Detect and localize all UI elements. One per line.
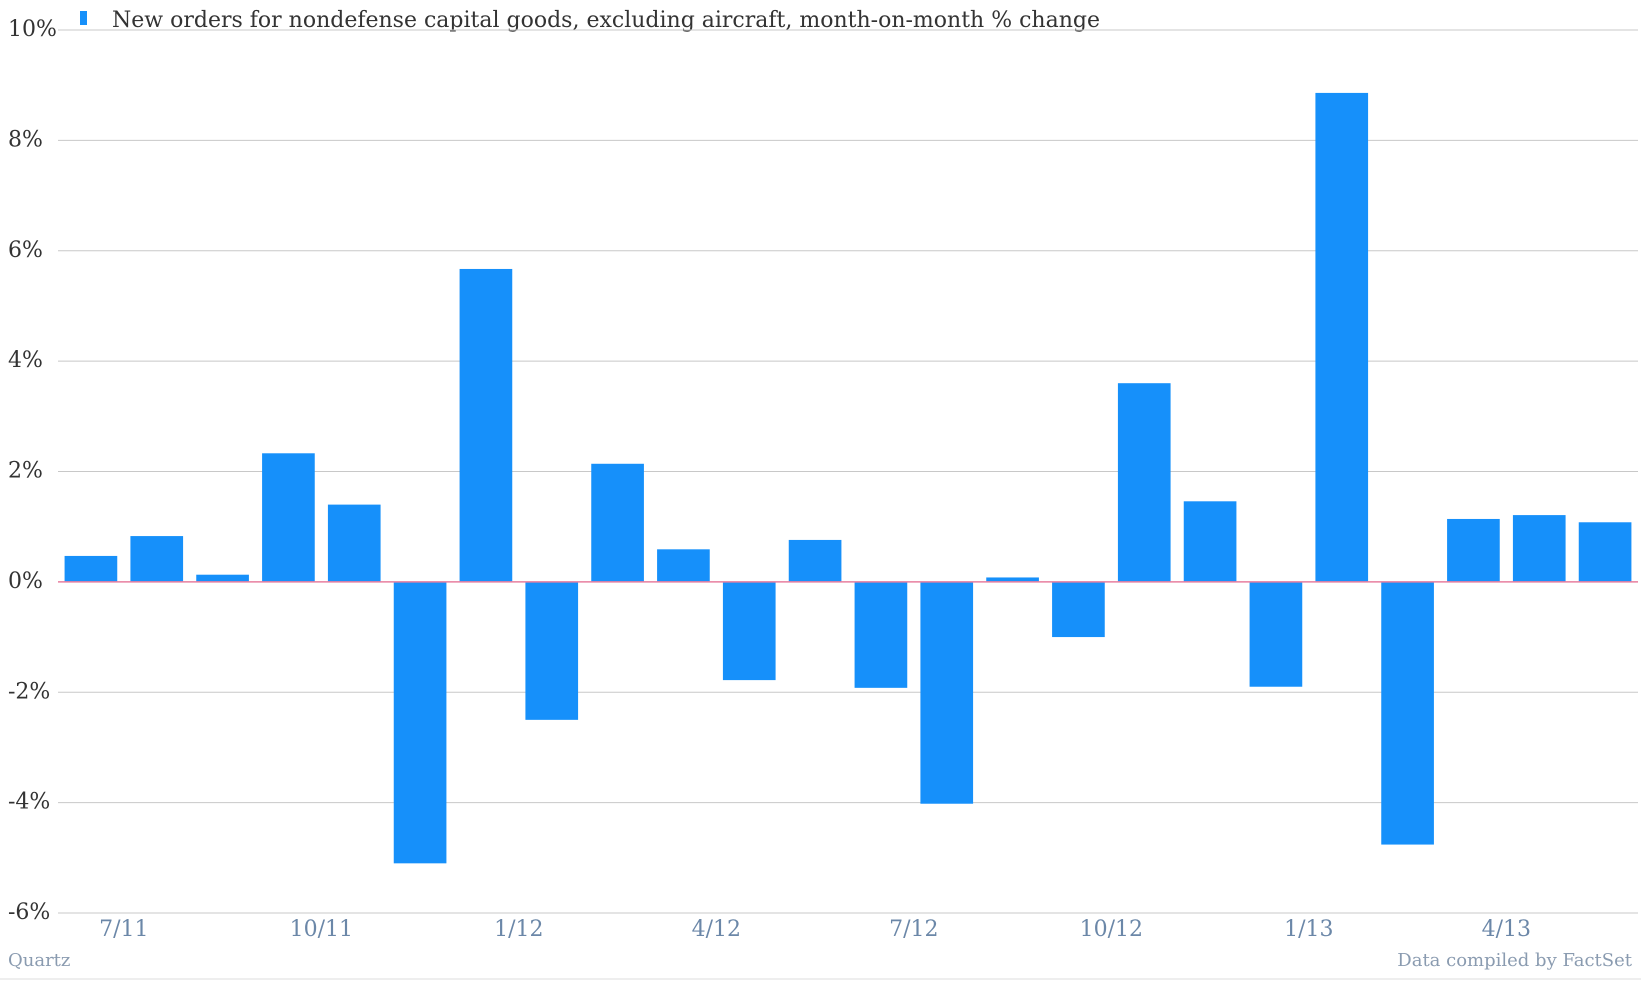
x-tick-label: 1/13 — [1284, 917, 1333, 942]
bar — [327, 504, 381, 582]
bar — [262, 453, 315, 582]
y-tick-label: 8% — [8, 127, 43, 152]
bar — [1117, 383, 1171, 582]
bar — [657, 549, 710, 582]
bar — [1249, 581, 1303, 687]
bar — [196, 574, 249, 582]
legend-swatch — [80, 11, 87, 25]
x-tick-label: 7/12 — [889, 917, 938, 942]
bar — [986, 577, 1039, 582]
x-tick-label: 7/11 — [99, 917, 148, 942]
legend-label: New orders for nondefense capital goods,… — [112, 8, 1100, 33]
x-tick-label: 1/12 — [494, 917, 543, 942]
x-tick-label: 10/11 — [290, 917, 353, 942]
bar — [64, 555, 118, 582]
bar — [1512, 515, 1566, 582]
bar — [788, 539, 842, 582]
bar — [393, 581, 447, 864]
bar — [920, 581, 974, 804]
y-tick-label: -4% — [8, 790, 50, 815]
y-tick-label: 2% — [8, 459, 43, 484]
y-tick-label: -2% — [8, 679, 50, 704]
bar — [1315, 92, 1369, 582]
source-left: Quartz — [8, 950, 70, 971]
x-tick-label: 4/12 — [692, 917, 741, 942]
y-tick-label: 0% — [8, 569, 43, 594]
source-right: Data compiled by FactSet — [1397, 950, 1632, 971]
bar — [722, 581, 776, 681]
bar — [1052, 581, 1105, 638]
y-tick-label: 4% — [8, 348, 43, 373]
y-tick-label: 10% — [8, 17, 57, 42]
bar — [591, 463, 644, 582]
bar — [525, 581, 579, 720]
x-tick-label: 4/13 — [1482, 917, 1531, 942]
bar — [854, 581, 908, 688]
bar — [1578, 522, 1632, 582]
bar — [459, 268, 513, 582]
y-tick-label: -6% — [8, 900, 50, 925]
x-tick-label: 10/12 — [1080, 917, 1143, 942]
bar — [1381, 581, 1434, 845]
bar — [130, 536, 184, 582]
y-tick-label: 6% — [8, 238, 43, 263]
bar — [1447, 518, 1500, 582]
bar — [1183, 501, 1237, 582]
